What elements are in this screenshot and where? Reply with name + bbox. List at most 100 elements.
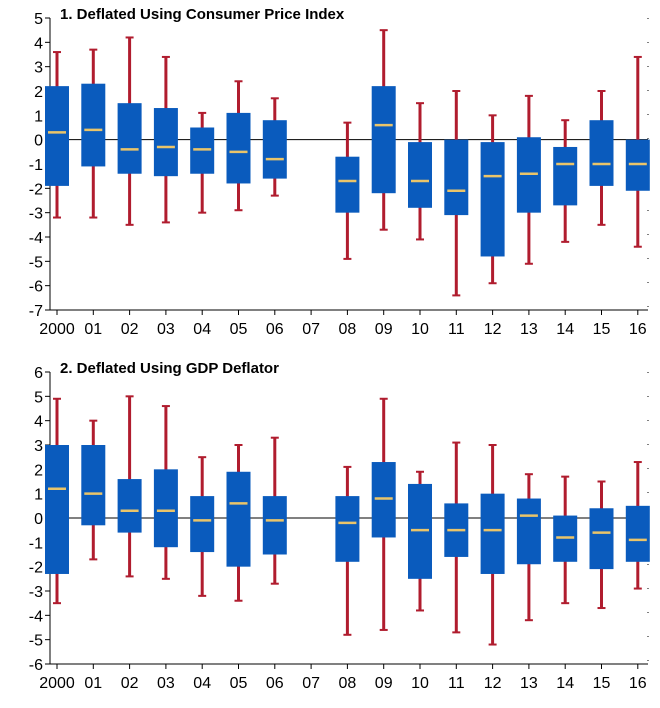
box-iqr	[226, 112, 251, 184]
x-tick-label: 11	[448, 321, 465, 338]
y-tick-label: -7	[29, 303, 43, 320]
box-13	[516, 94, 541, 265]
x-tick-label: 11	[448, 675, 465, 692]
y-tick-label: -1	[29, 535, 43, 552]
x-tick-label: 01	[84, 321, 102, 338]
box-16	[625, 55, 650, 248]
box-04	[190, 456, 215, 597]
box-iqr	[589, 508, 614, 570]
box-iqr	[117, 479, 142, 533]
x-tick-label: 05	[230, 675, 248, 692]
box-14	[553, 119, 578, 243]
box-01	[81, 419, 106, 561]
x-tick-label: 07	[302, 321, 320, 338]
x-tick-label: 16	[629, 321, 647, 338]
box-11	[444, 90, 469, 297]
y-tick-label: 1	[34, 108, 43, 125]
chart-panel-gdp: -6 -5 -4 -3 -2 -1 0 1 2 3 4 5 6 2000 01 02 03 04 05 06 07 08 0…	[0, 354, 660, 708]
x-tick-label: 12	[484, 321, 502, 338]
y-tick-label: 0	[34, 133, 43, 150]
x-tick-label: 09	[375, 321, 393, 338]
y-tick-label: 2	[34, 462, 43, 479]
box-iqr	[589, 120, 614, 186]
x-tick-label: 09	[375, 675, 393, 692]
box-10	[408, 470, 432, 612]
box-iqr	[625, 505, 650, 562]
box-iqr	[45, 86, 69, 186]
box-04	[190, 111, 215, 214]
box-03	[153, 405, 178, 580]
box-10	[408, 102, 432, 241]
box-iqr	[444, 139, 469, 216]
y-tick-label: -6	[29, 279, 43, 296]
box-iqr	[226, 471, 251, 567]
y-tick-label: -2	[29, 181, 43, 198]
box-2000	[45, 51, 69, 219]
x-tick-label: 06	[266, 675, 284, 692]
x-tick-label: 13	[520, 675, 538, 692]
y-tick-label: -2	[29, 560, 43, 577]
box-16	[625, 461, 650, 590]
y-tick-label: -3	[29, 584, 43, 601]
y-tick-label: -4	[29, 608, 43, 625]
x-tick-label: 01	[84, 675, 102, 692]
box-02	[117, 395, 142, 578]
y-tick-label: 1	[34, 487, 43, 504]
x-tick-label: 12	[484, 675, 502, 692]
y-tick-label: 3	[34, 60, 43, 77]
y-tick-label: 0	[34, 511, 43, 528]
box-03	[153, 55, 178, 224]
box-13	[516, 473, 541, 622]
chart-title-gdp: 2. Deflated Using GDP Deflator	[60, 360, 279, 377]
x-tick-label: 05	[230, 321, 248, 338]
x-tick-label: 14	[556, 321, 574, 338]
box-iqr	[553, 146, 578, 206]
box-iqr	[262, 496, 287, 555]
box-iqr	[335, 156, 360, 213]
x-tick-label: 02	[121, 675, 139, 692]
y-tick-label: 6	[34, 365, 43, 382]
box-iqr	[408, 142, 432, 208]
box-iqr	[81, 445, 106, 526]
x-tick-label: 10	[411, 675, 429, 692]
x-tick-label: 06	[266, 321, 284, 338]
x-tick-label: 03	[157, 321, 175, 338]
box-14	[553, 475, 578, 605]
x-tick-label: 02	[121, 321, 139, 338]
y-tick-label: -4	[29, 230, 43, 247]
x-tick-label: 04	[193, 675, 211, 692]
y-tick-label: 3	[34, 438, 43, 455]
y-tick-label: -5	[29, 633, 43, 650]
box-iqr	[45, 445, 69, 574]
x-tick-label: 2000	[39, 321, 75, 338]
chart-panel-cpi: -7 -6 -5 -4 -3 -2 -1 0 1 2 3 4 5 2000 01 02 03 04 05 06 07 08…	[29, 6, 650, 338]
box-08	[335, 121, 360, 260]
x-tick-label: 08	[339, 675, 357, 692]
box-09	[371, 397, 396, 631]
box-2000	[45, 397, 69, 605]
y-tick-label: 5	[34, 389, 43, 406]
box-05	[226, 444, 251, 602]
x-tick-label: 13	[520, 321, 538, 338]
box-iqr	[335, 496, 360, 562]
y-tick-label: -6	[29, 657, 43, 674]
x-tick-label: 15	[593, 675, 611, 692]
chart-title-cpi: 1. Deflated Using Consumer Price Index	[60, 6, 345, 23]
x-tick-label: 07	[302, 675, 320, 692]
x-tick-label: 14	[556, 675, 574, 692]
box-12	[480, 444, 505, 646]
box-06	[262, 97, 287, 197]
box-12	[480, 114, 505, 285]
box-iqr	[190, 496, 215, 553]
box-15	[589, 480, 614, 610]
x-tick-label: 08	[339, 321, 357, 338]
x-tick-label: 16	[629, 675, 647, 692]
box-iqr	[81, 83, 106, 167]
y-tick-label: 5	[34, 11, 43, 28]
x-tick-label: 04	[193, 321, 211, 338]
x-tick-label: 10	[411, 321, 429, 338]
y-tick-label: 4	[34, 35, 43, 52]
box-iqr	[371, 86, 396, 194]
box-05	[226, 80, 251, 212]
